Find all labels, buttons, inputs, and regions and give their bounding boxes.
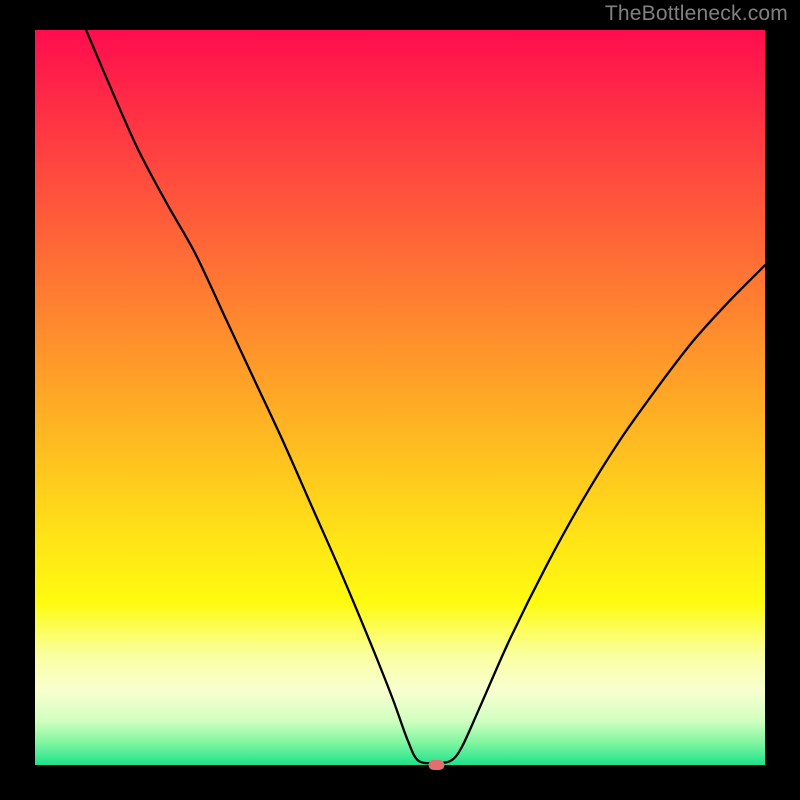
- optimal-point-marker: [429, 760, 445, 770]
- chart-container: TheBottleneck.com: [0, 0, 800, 800]
- chart-background-gradient: [35, 30, 765, 765]
- watermark-text: TheBottleneck.com: [605, 2, 788, 26]
- bottleneck-curve-chart: [0, 0, 800, 800]
